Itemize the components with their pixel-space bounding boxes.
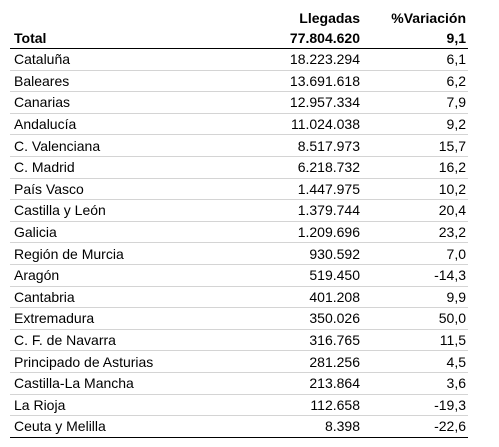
region-name-cell: Baleares [10, 70, 226, 93]
arrivals-column-header: Llegadas [299, 10, 360, 26]
region-name-cell: C. Madrid [10, 156, 226, 179]
arrivals-cell: 112.658 [226, 394, 362, 417]
region-name-cell: Castilla-La Mancha [10, 372, 226, 395]
variation-cell: 16,2 [362, 156, 468, 179]
arrivals-cell: 1.379.744 [226, 199, 362, 222]
table-row: Andalucía 11.024.038 9,2 [10, 113, 468, 136]
arrivals-cell: 1.209.696 [226, 221, 362, 244]
variation-cell: 7,0 [362, 242, 468, 265]
region-name-cell: Andalucía [10, 113, 226, 136]
variation-cell: -19,3 [362, 394, 468, 417]
table-row: C. Madrid 6.218.732 16,2 [10, 156, 468, 179]
table-row: Castilla-La Mancha 213.864 3,6 [10, 372, 468, 395]
table-row: La Rioja 112.658 -19,3 [10, 394, 468, 417]
variation-cell: 50,0 [362, 307, 468, 330]
arrivals-cell: 6.218.732 [226, 156, 362, 179]
arrivals-cell: 18.223.294 [226, 48, 362, 71]
table-row: Baleares 13.691.618 6,2 [10, 70, 468, 93]
region-name-cell: Extremadura [10, 307, 226, 330]
variation-cell: 9,9 [362, 286, 468, 309]
total-variation: 9,1 [362, 28, 468, 49]
arrivals-cell: 401.208 [226, 286, 362, 309]
table-row: Principado de Asturias 281.256 4,5 [10, 350, 468, 373]
variation-cell: 9,2 [362, 113, 468, 136]
region-name-cell: C. F. de Navarra [10, 329, 226, 352]
table-row: Aragón 519.450 -14,3 [10, 264, 468, 287]
variation-cell: 3,6 [362, 372, 468, 395]
arrivals-cell: 281.256 [226, 350, 362, 373]
region-column-header [10, 8, 226, 28]
variation-cell: 20,4 [362, 199, 468, 222]
table-row: País Vasco 1.447.975 10,2 [10, 178, 468, 201]
variation-cell: 6,1 [362, 48, 468, 71]
variation-cell: 4,5 [362, 350, 468, 373]
variation-column-header: %Variación [391, 10, 466, 26]
arrivals-cell: 12.957.334 [226, 91, 362, 114]
arrivals-cell: 11.024.038 [226, 113, 362, 136]
arrivals-cell: 8.398 [226, 415, 362, 438]
region-name-cell: La Rioja [10, 394, 226, 417]
table-row: C. Valenciana 8.517.973 15,7 [10, 134, 468, 157]
variation-cell: 7,9 [362, 91, 468, 114]
region-name-cell: C. Valenciana [10, 134, 226, 157]
arrivals-cell: 8.517.973 [226, 134, 362, 157]
region-name-cell: Castilla y León [10, 199, 226, 222]
variation-cell: 10,2 [362, 178, 468, 201]
arrivals-cell: 213.864 [226, 372, 362, 395]
table-row: Cantabria 401.208 9,9 [10, 286, 468, 309]
table-row: Cataluña 18.223.294 6,1 [10, 48, 468, 71]
total-arrivals: 77.804.620 [226, 28, 362, 49]
variation-cell: 15,7 [362, 134, 468, 157]
region-name-cell: Cataluña [10, 48, 226, 71]
region-name-cell: País Vasco [10, 178, 226, 201]
table-row: C. F. de Navarra 316.765 11,5 [10, 329, 468, 352]
table-row: Región de Murcia 930.592 7,0 [10, 242, 468, 265]
table-row: Extremadura 350.026 50,0 [10, 307, 468, 330]
total-label: Total [10, 28, 226, 49]
region-rows: Cataluña 18.223.294 6,1 Baleares 13.691.618 6… [10, 48, 468, 438]
region-name-cell: Canarias [10, 91, 226, 114]
region-name-cell: Región de Murcia [10, 242, 226, 265]
variation-cell: -22,6 [362, 415, 468, 438]
arrivals-by-region-table: Llegadas %Variación Total 77.804.620 9,1… [10, 8, 468, 438]
region-name-cell: Principado de Asturias [10, 350, 226, 373]
arrivals-cell: 350.026 [226, 307, 362, 330]
variation-cell: 11,5 [362, 329, 468, 352]
variation-cell: 23,2 [362, 221, 468, 244]
arrivals-cell: 316.765 [226, 329, 362, 352]
arrivals-cell: 1.447.975 [226, 178, 362, 201]
arrivals-cell: 519.450 [226, 264, 362, 287]
region-name-cell: Aragón [10, 264, 226, 287]
table-row: Castilla y León 1.379.744 20,4 [10, 199, 468, 222]
region-name-cell: Galicia [10, 221, 226, 244]
region-name-cell: Ceuta y Melilla [10, 415, 226, 438]
table-row: Ceuta y Melilla 8.398 -22,6 [10, 415, 468, 438]
arrivals-cell: 930.592 [226, 242, 362, 265]
variation-cell: 6,2 [362, 70, 468, 93]
table-row: Galicia 1.209.696 23,2 [10, 221, 468, 244]
total-row: Total 77.804.620 9,1 [10, 28, 468, 49]
header-row: Llegadas %Variación [10, 8, 468, 28]
region-name-cell: Cantabria [10, 286, 226, 309]
variation-cell: -14,3 [362, 264, 468, 287]
arrivals-cell: 13.691.618 [226, 70, 362, 93]
table-row: Canarias 12.957.334 7,9 [10, 91, 468, 114]
